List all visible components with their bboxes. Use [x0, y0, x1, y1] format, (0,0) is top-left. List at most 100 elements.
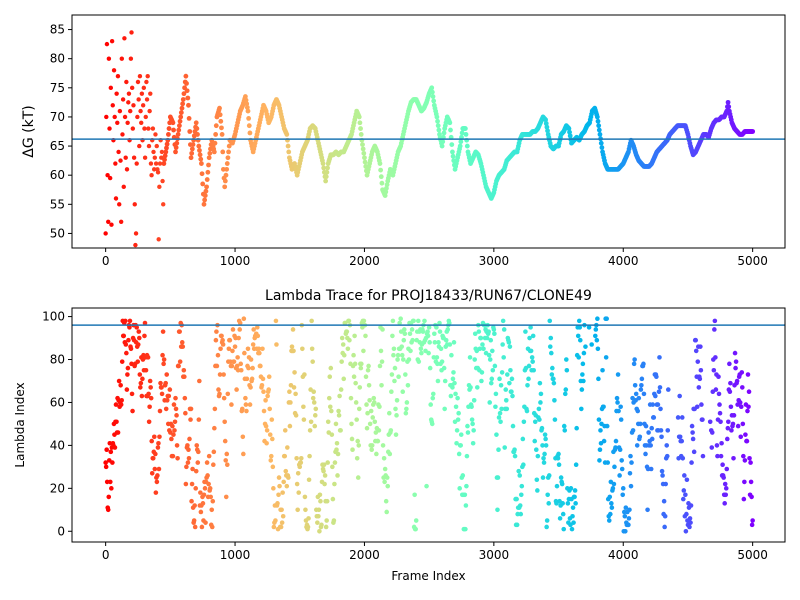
lambda-point — [707, 419, 713, 425]
lambda-point — [118, 382, 123, 388]
lambda-point — [657, 385, 663, 390]
lambda-point — [580, 372, 585, 377]
dg-point — [117, 202, 122, 207]
lambda-point — [610, 486, 616, 491]
y-tick-label: 65 — [50, 139, 65, 153]
lambda-point — [443, 337, 449, 343]
lambda-point — [570, 513, 575, 519]
dg-point — [244, 101, 250, 107]
lambda-point — [366, 382, 372, 388]
dg-point — [543, 121, 549, 126]
lambda-point — [464, 453, 470, 459]
lambda-point — [603, 355, 609, 360]
lambda-point — [257, 350, 262, 356]
dg-point — [212, 140, 218, 146]
lambda-point — [605, 460, 611, 465]
lambda-point — [127, 318, 133, 324]
lambda-point — [506, 340, 512, 345]
lambda-point — [552, 398, 557, 403]
lambda-point — [626, 522, 631, 528]
lambda-point — [518, 511, 524, 517]
lambda-point — [601, 438, 607, 444]
lambda-point — [497, 410, 503, 416]
lambda-point — [495, 507, 500, 513]
dg-point — [205, 169, 211, 175]
lambda-point — [715, 453, 720, 459]
dg-point — [163, 149, 169, 155]
lambda-point — [125, 372, 130, 377]
lambda-point — [379, 382, 384, 388]
lambda-point — [407, 331, 413, 337]
dg-point — [131, 103, 136, 108]
lambda-point — [648, 466, 654, 472]
lambda-point — [609, 501, 614, 506]
lambda-point — [556, 451, 561, 457]
lambda-point — [467, 355, 473, 360]
lambda-point — [115, 430, 121, 435]
dg-point — [378, 174, 384, 180]
lambda-point — [363, 333, 368, 339]
lambda-point — [267, 432, 273, 437]
dg-point — [447, 120, 453, 126]
lambda-point — [564, 357, 569, 362]
lambda-point — [271, 486, 276, 491]
dg-point — [430, 94, 436, 99]
lambda-point — [329, 408, 334, 414]
lambda-point — [617, 447, 623, 452]
lambda-point — [533, 447, 539, 452]
dg-point — [360, 142, 365, 148]
lambda-point — [531, 367, 537, 373]
lambda-point — [526, 363, 532, 369]
lambda-point — [403, 410, 409, 416]
lambda-point — [339, 359, 344, 364]
lambda-point — [124, 387, 130, 392]
lambda-point — [675, 415, 681, 420]
lambda-point — [563, 387, 569, 392]
lambda-point — [330, 496, 336, 502]
lambda-point — [550, 365, 555, 371]
lambda-point — [123, 342, 129, 347]
dg-point — [108, 85, 114, 91]
x-tick-label: 5000 — [737, 254, 768, 268]
lambda-point — [453, 391, 458, 397]
lambda-point — [412, 492, 417, 498]
lambda-point — [361, 318, 367, 324]
lambda-point — [745, 408, 750, 414]
lambda-point — [170, 423, 175, 429]
lambda-point — [174, 443, 180, 448]
dg-point — [464, 143, 470, 149]
lambda-point — [298, 460, 304, 465]
dg-point — [543, 117, 549, 123]
lambda-point — [487, 357, 493, 362]
y-tick-label: 70 — [50, 110, 65, 124]
lambda-point — [127, 325, 132, 330]
lambda-point — [217, 372, 223, 377]
lambda-point — [402, 327, 407, 332]
lambda-point — [240, 434, 246, 440]
dg-point — [135, 79, 141, 85]
lambda-point — [210, 498, 216, 504]
dg-x-ticks: 0 1000 2000 3000 4000 5000 — [102, 248, 768, 268]
lambda-point — [246, 365, 251, 371]
lambda-point — [450, 385, 455, 390]
lambda-point — [259, 382, 265, 388]
lambda-point — [540, 443, 545, 448]
lambda-point — [557, 516, 563, 521]
lambda-point — [744, 438, 750, 444]
lambda-point — [287, 389, 292, 395]
lambda-point — [369, 443, 375, 448]
lambda-point — [460, 473, 466, 478]
lambda-point — [679, 415, 685, 420]
lambda-point — [548, 335, 554, 341]
lambda-point — [154, 479, 160, 485]
x-tick-label: 1000 — [220, 548, 251, 562]
lambda-point — [432, 331, 437, 337]
lambda-point — [596, 376, 601, 382]
lambda-point — [322, 481, 327, 487]
lambda-point — [500, 318, 506, 324]
dg-point — [125, 120, 130, 125]
lambda-point — [142, 333, 147, 339]
lambda-point — [295, 471, 301, 476]
lambda-point — [439, 359, 445, 364]
